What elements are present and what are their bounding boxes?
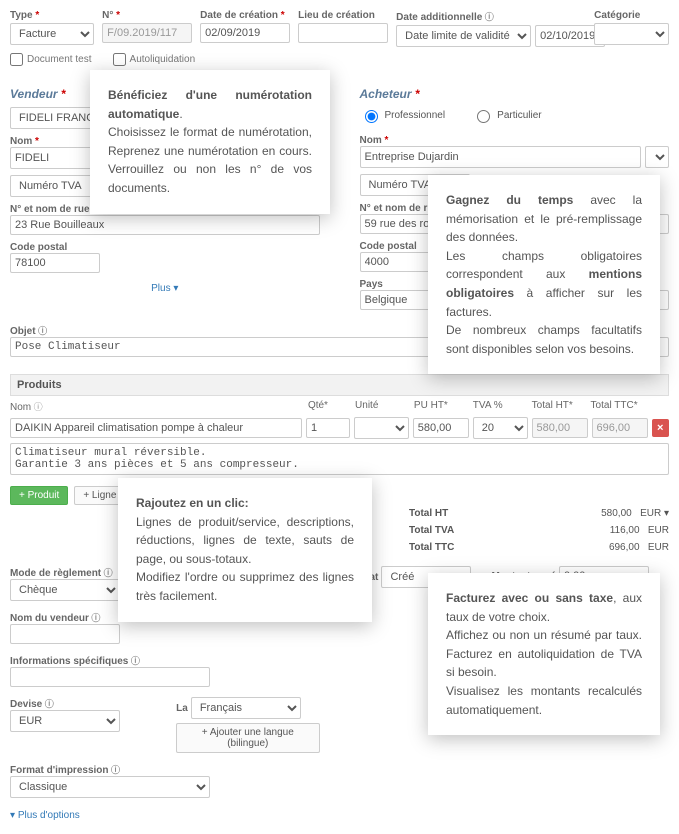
tip-1: Bénéficiez d'une numérotation automatiqu…: [90, 70, 330, 214]
cat-select[interactable]: [594, 23, 669, 45]
prod-name-input[interactable]: [10, 418, 302, 438]
prod-desc-textarea[interactable]: Climatiseur mural réversible. Garantie 3…: [10, 443, 669, 475]
datea-label: Date additionnelle: [396, 10, 586, 23]
lieu-input[interactable]: [298, 23, 388, 43]
vendor-rue-input[interactable]: [10, 215, 320, 235]
vendor-cp-label: Code postal: [10, 242, 67, 253]
vendor-cp-input[interactable]: [10, 253, 100, 273]
products-row: 20 ×: [10, 417, 669, 439]
delete-row-button[interactable]: ×: [652, 419, 670, 437]
buyer-pro-radio[interactable]: Professionnel: [360, 107, 446, 123]
mode-select[interactable]: Chèque: [10, 579, 120, 601]
format-select[interactable]: Classique: [10, 776, 210, 798]
products-head: Produits: [10, 374, 669, 396]
objet-label: Objet: [10, 326, 47, 337]
tip-2: Gagnez du temps avec la mémorisation et …: [428, 175, 660, 374]
format-label: Format d'impression: [10, 765, 120, 776]
more-options[interactable]: Plus d'options: [10, 810, 669, 821]
buyer-cp-label: Code postal: [360, 241, 417, 252]
products-cols: Nom Qté* Unité PU HT* TVA % Total HT* To…: [10, 396, 669, 417]
buyer-nom-input[interactable]: [360, 146, 642, 168]
tip-4: Facturez avec ou sans taxe, aux taux de …: [428, 573, 660, 735]
doc-test-check[interactable]: Document test: [10, 53, 91, 66]
vendor-nom-label: Nom: [10, 136, 39, 147]
prod-tva-select[interactable]: 20: [473, 417, 528, 439]
num-label: N°: [102, 10, 192, 21]
num-input[interactable]: [102, 23, 192, 43]
langue-label: La: [176, 703, 188, 714]
datec-label: Date de création: [200, 10, 290, 21]
prod-unite-select[interactable]: [354, 417, 409, 439]
vendor-rue-label: N° et nom de rue: [10, 204, 90, 215]
type-label: Type: [10, 10, 94, 21]
add-lang-button[interactable]: + Ajouter une langue (bilingue): [176, 723, 319, 753]
autoliq-check[interactable]: Autoliquidation: [113, 53, 196, 66]
buyer-nom-label: Nom: [360, 135, 389, 146]
buyer-nom-extra[interactable]: [645, 146, 669, 168]
vname-input[interactable]: [10, 624, 120, 644]
cat-label: Catégorie: [594, 10, 669, 21]
prod-totht: [532, 418, 588, 438]
lieu-label: Lieu de création: [298, 10, 388, 21]
top-row: Type Facture N° Date de création Lieu de…: [10, 10, 669, 47]
infos-label: Informations spécifiques: [10, 656, 140, 667]
datec-input[interactable]: [200, 23, 290, 43]
prod-puht-input[interactable]: [413, 418, 469, 438]
buyer-title: Acheteur: [360, 87, 670, 101]
datea-kind-select[interactable]: Date limite de validité: [396, 25, 531, 47]
tip-3: Rajoutez en un clic: Lignes de produit/s…: [118, 478, 372, 622]
vendor-plus[interactable]: Plus ▾: [10, 283, 320, 294]
devise-label: Devise: [10, 699, 54, 710]
buyer-part-radio[interactable]: Particulier: [472, 107, 541, 123]
add-product-button[interactable]: + Produit: [10, 486, 68, 505]
langue-select[interactable]: Français: [191, 697, 301, 719]
type-select[interactable]: Facture: [10, 23, 94, 45]
infos-input[interactable]: [10, 667, 210, 687]
totals-block: Total HT580,00 EUR ▾ Total TVA116,00 EUR…: [409, 505, 669, 556]
devise-select[interactable]: EUR: [10, 710, 120, 732]
mode-label: Mode de règlement: [10, 568, 113, 579]
vname-label: Nom du vendeur: [10, 613, 100, 624]
buyer-pays-label: Pays: [360, 279, 383, 290]
prod-qte-input[interactable]: [306, 418, 350, 438]
prod-totttc: [592, 418, 648, 438]
